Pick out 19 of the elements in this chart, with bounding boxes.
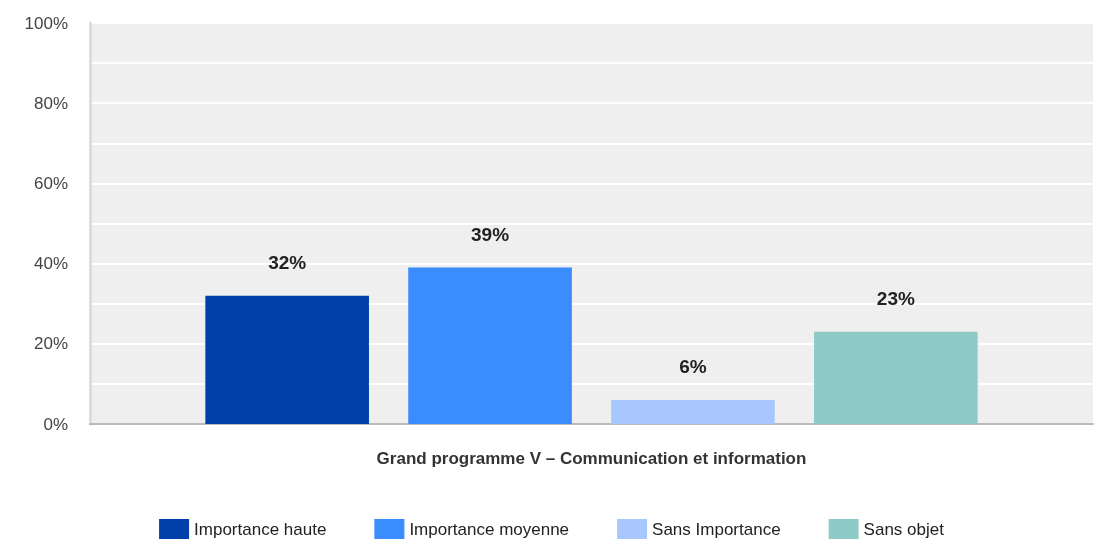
y-tick-label: 0% xyxy=(43,414,68,434)
bar xyxy=(408,267,572,424)
legend-label: Importance moyenne xyxy=(409,519,570,539)
x-tick-label: Grand programme V – Communication et information xyxy=(376,449,807,468)
bar xyxy=(611,399,775,424)
legend-label: Importance haute xyxy=(194,519,327,539)
bar xyxy=(814,331,978,424)
data-label: 39% xyxy=(471,223,510,245)
y-tick-label: 20% xyxy=(33,334,68,354)
legend-label: Sans objet xyxy=(863,519,945,539)
y-tick-label: 60% xyxy=(33,173,68,193)
legend-label: Sans Importance xyxy=(652,519,781,539)
y-tick-label: 100% xyxy=(24,13,68,33)
data-label: 6% xyxy=(679,355,707,377)
data-label: 32% xyxy=(268,251,307,273)
data-label: 23% xyxy=(876,287,915,309)
bar xyxy=(205,295,369,424)
y-tick-label: 40% xyxy=(33,254,68,274)
y-tick-label: 80% xyxy=(33,93,68,113)
